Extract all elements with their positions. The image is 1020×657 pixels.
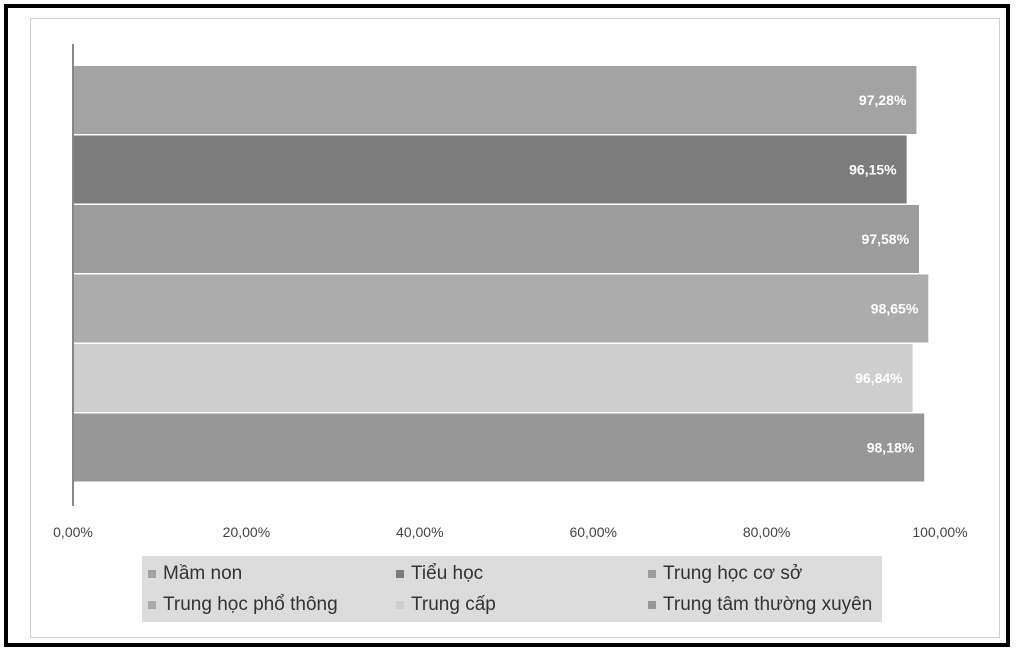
legend-item-1: Tiểu học	[396, 563, 483, 585]
legend-swatch-1	[396, 570, 404, 578]
legend-label-3: Trung học phổ thông	[163, 594, 338, 615]
x-tick-label-4: 80,00%	[743, 524, 790, 540]
x-tick-label-1: 20,00%	[223, 524, 270, 540]
bar-2	[73, 205, 920, 273]
legend-swatch-4	[396, 601, 404, 609]
legend-item-2: Trung học cơ sở	[648, 563, 802, 585]
bar-1	[73, 135, 907, 204]
legend-label-4: Trung cấp	[411, 594, 496, 615]
x-tick-label-2: 40,00%	[396, 524, 443, 540]
data-label-3: 98,65%	[871, 301, 919, 317]
bar-4	[73, 344, 913, 412]
data-label-5: 98,18%	[867, 440, 915, 456]
bars-group	[73, 66, 929, 482]
legend-swatch-2	[648, 570, 656, 578]
x-tick-label-3: 60,00%	[569, 524, 616, 540]
legend-label-2: Trung học cơ sở	[663, 563, 803, 584]
bar-3	[73, 274, 929, 343]
legend-item-5: Trung tâm thường xuyên	[648, 594, 872, 616]
legend-item-3: Trung học phổ thông	[148, 594, 338, 616]
legend-label-0: Mầm non	[163, 563, 243, 584]
x-tick-label-5: 100,00%	[912, 524, 967, 540]
legend-swatch-0	[148, 570, 156, 578]
data-label-4: 96,84%	[855, 370, 903, 386]
x-tick-labels-group: 0,00% 20,00% 40,00% 60,00% 80,00% 100,00%	[53, 524, 967, 540]
data-label-0: 97,28%	[859, 92, 907, 108]
legend-label-5: Trung tâm thường xuyên	[663, 594, 873, 615]
x-tick-label-0: 0,00%	[53, 524, 93, 540]
legend-swatch-3	[148, 601, 156, 609]
legend: Mầm non Tiểu học Trung học cơ sở Trung học …	[142, 556, 882, 622]
legend-item-0: Mầm non	[148, 563, 242, 585]
legend-label-1: Tiểu học	[411, 563, 484, 584]
data-label-1: 96,15%	[849, 162, 897, 178]
legend-item-4: Trung cấp	[396, 594, 496, 616]
chart-area-border	[30, 18, 1000, 638]
data-labels-group: 97,28% 96,15% 97,58% 98,65% 96,84% 98,18%	[849, 92, 919, 456]
legend-swatch-5	[648, 601, 656, 609]
bar-5	[73, 413, 925, 482]
bar-0	[73, 66, 917, 134]
data-label-2: 97,58%	[862, 231, 910, 247]
